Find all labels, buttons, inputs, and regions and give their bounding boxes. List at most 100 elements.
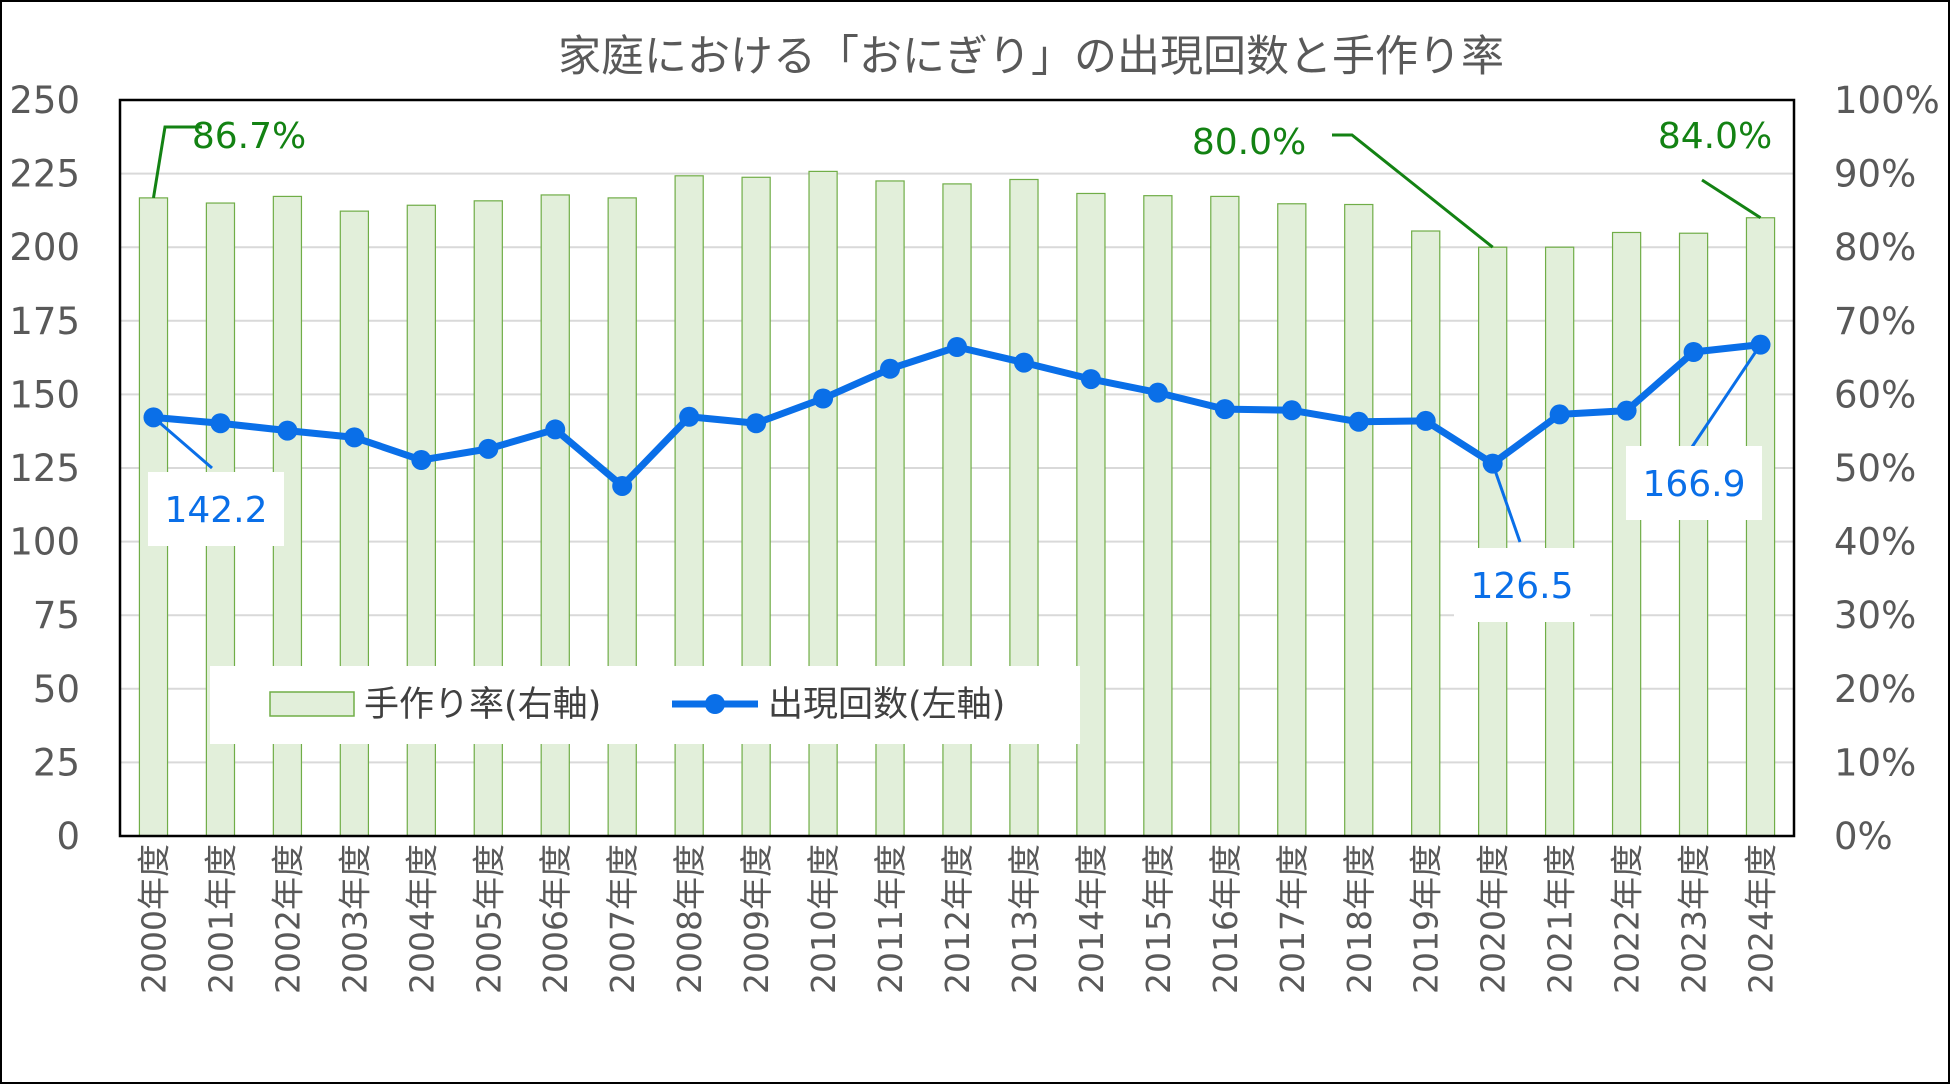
count-point [1080,369,1101,390]
count-point [1549,404,1570,425]
category-label: 2006年度 [536,844,575,994]
category-label: 2004年度 [402,844,441,994]
category-label: 2020年度 [1474,844,1513,994]
chart-title: 家庭における「おにぎり」の出現回数と手作り率 [558,32,1504,82]
left-tick-label: 150 [9,373,80,416]
count-label-leader [152,416,213,470]
count-point [277,420,298,441]
count-data-label: 126.5 [1470,566,1573,607]
left-tick-label: 75 [33,594,80,637]
count-label-leader [1491,463,1522,543]
count-point [1415,410,1436,431]
category-label: 2011年度 [871,844,910,994]
right-tick-label: 50% [1834,447,1916,490]
category-label: 2017年度 [1273,844,1312,994]
category-label: 2023年度 [1675,844,1714,994]
count-point [210,413,231,434]
category-label: 2024年度 [1742,844,1781,994]
rate-bar [1478,246,1508,837]
legend-line-marker [705,694,725,714]
annotations: 86.7% 80.0% 84.0% 142.2 126.5 166.9 [148,116,1772,622]
rate-bar [1544,246,1575,837]
rate-bar [1411,230,1441,837]
category-label: 2013年度 [1005,844,1044,994]
rate-bar [1076,192,1106,837]
count-point [1683,342,1704,363]
count-point [411,450,432,471]
right-tick-label: 90% [1834,153,1916,196]
rate-bar [1678,232,1709,837]
rate-bar [1143,195,1173,837]
category-label: 2018年度 [1340,844,1379,994]
category-label: 2016年度 [1206,844,1245,994]
count-point [1348,411,1369,432]
count-point [813,388,834,409]
right-tick-label: 100% [1834,79,1940,122]
category-label: 2007年度 [603,844,642,994]
count-point [344,427,365,448]
rate-label-leader [1701,178,1762,220]
left-tick-label: 25 [33,741,80,784]
count-point [612,475,633,496]
left-tick-label: 225 [9,153,80,196]
category-label: 2022年度 [1608,844,1647,994]
category-label: 2015年度 [1139,844,1178,994]
count-label-box [1626,446,1762,520]
legend-line-label: 出現回数(左軸) [768,685,1005,725]
rate-data-label: 84.0% [1658,116,1772,157]
left-tick-label: 200 [9,226,80,269]
category-label: 2019年度 [1407,844,1446,994]
category-label: 2005年度 [469,844,508,994]
legend-box [210,666,1080,744]
category-label: 2003年度 [335,844,374,994]
count-point [1214,399,1235,420]
right-tick-label: 10% [1834,741,1916,784]
count-label-box [1454,548,1590,622]
rate-data-label: 80.0% [1192,122,1306,163]
legend-bar-label: 手作り率(右軸) [364,685,601,725]
rate-label-leader [151,125,202,199]
category-label: 2021年度 [1541,844,1580,994]
count-point [746,413,767,434]
rate-data-label: 86.7% [192,116,306,157]
count-point [880,358,901,379]
left-tick-label: 0 [56,815,80,858]
right-tick-label: 0% [1834,815,1893,858]
left-tick-label: 250 [9,79,80,122]
category-label: 2008年度 [670,844,709,994]
right-tick-label: 20% [1834,668,1916,711]
count-label-box [148,472,284,546]
right-tick-label: 60% [1834,373,1916,416]
left-tick-label: 175 [9,300,80,343]
category-label: 2012年度 [938,844,977,994]
legend-bar-swatch [269,691,355,717]
count-point [1616,400,1637,421]
rate-bar [1210,195,1240,837]
rate-bar [1745,217,1776,837]
category-label: 2001年度 [201,844,240,994]
category-label: 2014年度 [1072,844,1111,994]
count-point [1281,400,1302,421]
count-point [1013,352,1034,373]
right-tick-label: 70% [1834,300,1916,343]
category-label: 2000年度 [134,844,173,994]
right-tick-label: 30% [1834,594,1916,637]
rate-bar [1611,231,1642,837]
right-tick-label: 80% [1834,226,1916,269]
count-point [679,406,700,427]
axes: 0 25 50 75 100 125 150 175 200 225 250 0% 10% 20% 30% 4… [9,79,1939,994]
category-label: 2010年度 [804,844,843,994]
legend: 手作り率(右軸) 出現回数(左軸) [210,666,1080,744]
count-point [947,337,967,358]
count-point [1147,382,1168,403]
count-data-label: 142.2 [164,490,267,531]
count-label-leader [1688,343,1762,451]
rate-bar [1344,203,1374,837]
count-point [545,419,566,440]
count-data-label: 166.9 [1642,464,1745,505]
rate-label-leader [1332,133,1494,249]
rate-bar [1277,203,1307,837]
count-point [478,438,499,459]
left-tick-label: 100 [9,521,80,564]
